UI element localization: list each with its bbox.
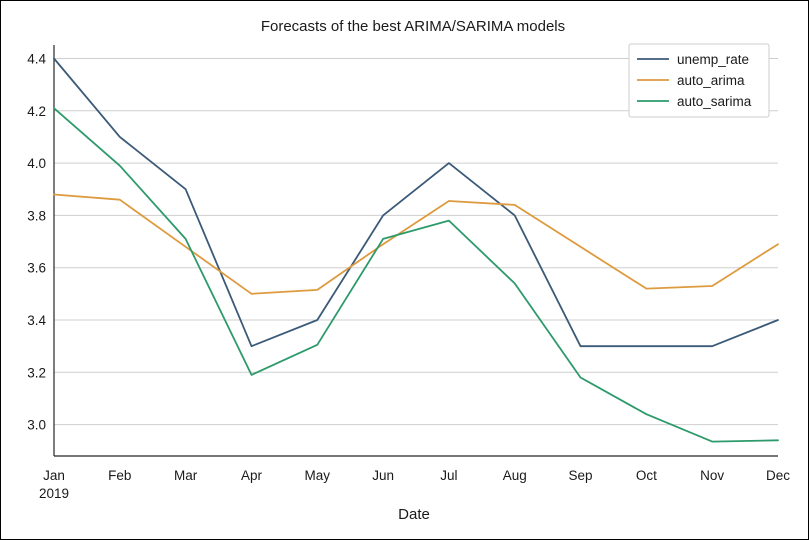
x-tick-label: Oct [636,468,657,483]
x-tick-label: Mar [174,468,198,483]
legend: unemp_rate auto_arima auto_sarima [628,43,770,118]
x-tick-label: Apr [241,468,263,483]
y-tick-label: 3.2 [27,365,46,380]
x-tick-label: Sep [569,468,593,483]
legend-label: unemp_rate [677,52,749,67]
y-tick-label: 4.4 [27,51,46,66]
series-line-auto_arima [53,193,779,295]
chart-title: Forecasts of the best ARIMA/SARIMA model… [261,18,565,35]
y-tick-label: 4.0 [27,156,46,171]
x-axis-label: Date [398,506,430,523]
y-tick-label: 3.4 [27,313,46,328]
legend-box [628,43,770,118]
y-tick-label: 3.0 [27,418,46,433]
x-tick-label: Dec [766,468,790,483]
legend-label: auto_arima [677,73,745,88]
x-tick-label: Nov [700,468,724,483]
grid-layer [54,57,778,426]
series-line-auto_sarima [53,107,779,443]
x-tick-label: Jul [440,468,457,483]
series-line-unemp_rate [53,57,779,348]
label-layer: Forecasts of the best ARIMA/SARIMA model… [261,18,565,523]
series-layer [53,57,779,443]
x-tick-label: May [305,468,331,483]
y-tick-label: 3.8 [27,208,46,223]
x-tick-label: Jan [43,468,65,483]
axis-layer: 3.0 3.2 3.4 3.6 3.8 4.0 4.2 4.4 Jan Feb Mar Apr May J… [27,45,790,501]
x-tick-label: Feb [108,468,131,483]
x-tick-label: Aug [503,468,527,483]
legend-label: auto_sarima [677,94,752,109]
y-tick-label: 3.6 [27,261,46,276]
x-tick-year-label: 2019 [39,486,69,501]
y-tick-label: 4.2 [27,104,46,119]
x-tick-label: Jun [372,468,394,483]
